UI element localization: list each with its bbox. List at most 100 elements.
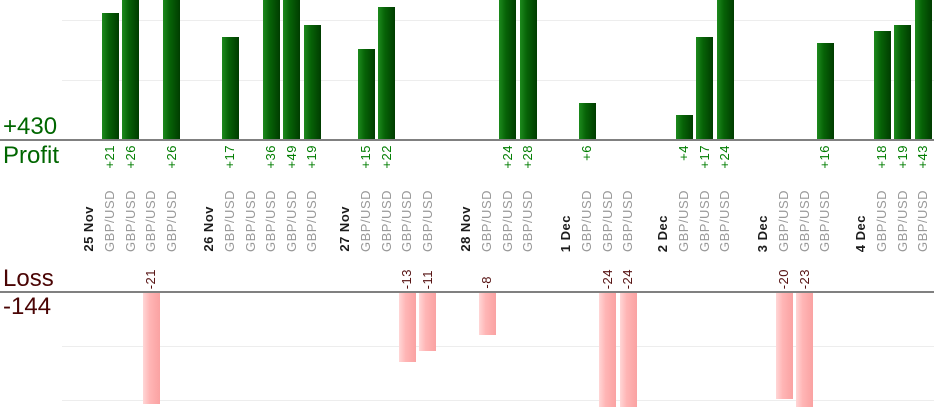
profit-bar (816, 43, 834, 139)
profit-value-label: +26 (122, 145, 138, 169)
profit-bar (122, 0, 140, 139)
profit-value-label: +19 (304, 145, 320, 169)
profit-value-label: +49 (283, 145, 299, 169)
instrument-label: GBP/USD (283, 189, 299, 252)
instrument-label: GBP/USD (579, 189, 594, 252)
profit-bar (696, 37, 714, 139)
loss-bar (142, 293, 160, 405)
instrument-label: GBP/USD (304, 189, 320, 252)
profit-value-label: +24 (717, 145, 733, 169)
loss-value-label: -21 (143, 268, 159, 289)
profit-bar (283, 0, 301, 139)
date-label: 4 Dec (853, 214, 868, 252)
profit-value-label: +4 (676, 145, 691, 161)
gridline (62, 80, 934, 81)
profit-value-label: +26 (163, 145, 179, 169)
instrument-label: GBP/USD (143, 189, 159, 252)
loss-bar (419, 293, 437, 352)
profit-value-label: +19 (894, 145, 910, 169)
loss-bar (599, 293, 617, 407)
profit-section-title: Profit (3, 142, 60, 169)
loss-value-label: -24 (620, 268, 636, 289)
loss-value-label: -24 (599, 268, 615, 289)
loss-value-label: -20 (776, 268, 791, 289)
profit-value-label: +6 (579, 145, 594, 161)
date-label: 27 Nov (337, 206, 352, 252)
loss-axis-line (0, 291, 934, 293)
profit-bar (221, 37, 239, 139)
profit-value-label: +17 (222, 145, 237, 169)
gridline (62, 20, 934, 21)
instrument-label: GBP/USD (499, 189, 515, 252)
instrument-label: GBP/USD (717, 189, 733, 252)
profit-value-label: +22 (378, 145, 394, 169)
loss-total: -144 (3, 293, 52, 320)
date-label: 28 Nov (458, 206, 473, 252)
profit-bar (894, 25, 912, 139)
instrument-label: GBP/USD (163, 189, 179, 252)
instrument-label: GBP/USD (874, 189, 889, 252)
instrument-label: GBP/USD (419, 189, 435, 252)
profit-bar (914, 0, 932, 139)
instrument-label: GBP/USD (222, 189, 237, 252)
profit-bar (378, 7, 396, 139)
loss-section-title: Loss (3, 265, 54, 292)
instrument-label: GBP/USD (399, 189, 415, 252)
profit-value-label: +21 (102, 145, 117, 169)
profit-value-label: +36 (263, 145, 279, 169)
instrument-label: GBP/USD (817, 189, 833, 252)
loss-value-label: -11 (419, 269, 435, 289)
profit-bar (499, 0, 517, 139)
instrument-label: GBP/USD (776, 189, 791, 252)
loss-value-label: -8 (479, 276, 494, 289)
profit-bar (873, 31, 891, 139)
instrument-label: GBP/USD (894, 189, 910, 252)
loss-bar (478, 293, 496, 336)
profit-bar (578, 103, 596, 139)
loss-bars-layer (0, 293, 934, 407)
instrument-label: GBP/USD (599, 189, 615, 252)
instrument-label: GBP/USD (676, 189, 691, 252)
profit-bar (357, 49, 375, 139)
profit-bar (101, 13, 119, 139)
profit-bars-layer (0, 0, 934, 139)
date-label: 2 Dec (655, 214, 670, 252)
date-label: 26 Nov (201, 206, 216, 252)
loss-bar (775, 293, 793, 399)
profit-bar (716, 0, 734, 139)
gridline (62, 400, 934, 401)
instrument-label: GBP/USD (479, 189, 494, 252)
profit-axis-line (0, 139, 934, 141)
profit-value-label: +28 (520, 145, 536, 169)
loss-bar (398, 293, 416, 362)
instrument-label: GBP/USD (378, 189, 394, 252)
profit-value-label: +15 (358, 145, 373, 169)
profit-bar (262, 0, 280, 139)
profit-total: +430 (3, 113, 58, 140)
date-label: 1 Dec (558, 214, 573, 252)
loss-value-label: -23 (796, 268, 812, 289)
instrument-label: GBP/USD (242, 189, 258, 252)
profit-value-label: +17 (696, 145, 712, 169)
profit-value-label: +18 (874, 145, 889, 169)
loss-value-label: -13 (399, 268, 415, 289)
instrument-label: GBP/USD (358, 189, 373, 252)
instrument-label: GBP/USD (520, 189, 536, 252)
profit-bar (303, 25, 321, 139)
instrument-label: GBP/USD (915, 189, 931, 252)
profit-value-label: +16 (817, 145, 833, 169)
instrument-label: GBP/USD (263, 189, 279, 252)
loss-bar (796, 293, 814, 407)
loss-bar (619, 293, 637, 407)
profit-value-label: +43 (915, 145, 931, 169)
instrument-label: GBP/USD (620, 189, 636, 252)
profit-value-label: +24 (499, 145, 515, 169)
instrument-label: GBP/USD (102, 189, 117, 252)
profit-bar (163, 0, 181, 139)
profit-bar (675, 115, 693, 139)
date-label: 3 Dec (755, 214, 770, 252)
instrument-label: GBP/USD (122, 189, 138, 252)
profit-bar (519, 0, 537, 139)
